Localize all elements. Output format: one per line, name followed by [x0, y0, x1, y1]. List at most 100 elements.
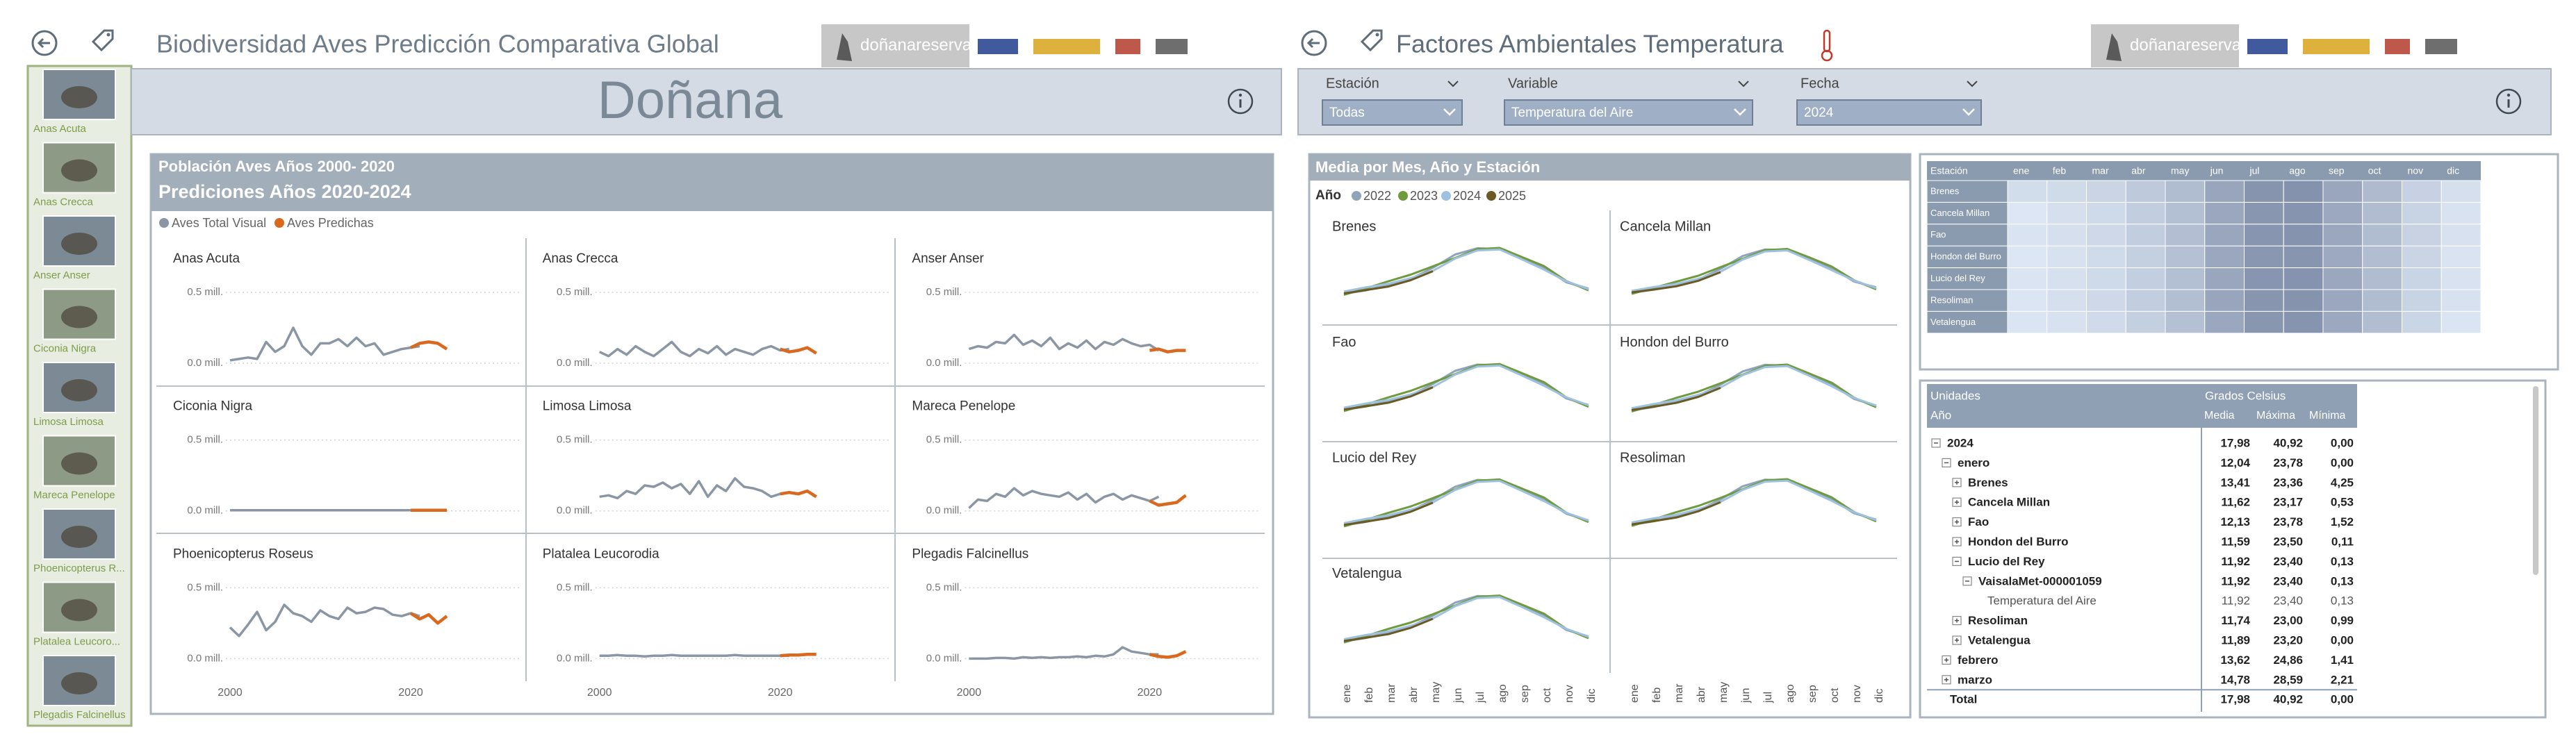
- partner-logo: [2385, 39, 2410, 54]
- x-tick-label: nov: [1564, 685, 1575, 703]
- brand-text: doñanareservas: [2130, 35, 2249, 54]
- heatmap-cell: [2322, 245, 2363, 269]
- temperature-line: [1631, 271, 1721, 294]
- matrix-cell: 11,92: [2221, 574, 2250, 588]
- heatmap-cell: [2440, 310, 2481, 334]
- small-multiple-title: Limosa Limosa: [543, 399, 632, 414]
- legend-label: 2022: [1363, 189, 1391, 203]
- scrollbar[interactable]: [2533, 386, 2538, 575]
- y-tick-label: 0.0 mill.: [926, 357, 962, 369]
- matrix-row-name: 2024: [1947, 436, 1974, 449]
- heatmap-cell: [2204, 289, 2245, 312]
- matrix-cell: 23,40: [2273, 555, 2303, 568]
- filter-label: Fecha: [1800, 76, 1839, 91]
- brand-lynx: [2106, 33, 2122, 61]
- heatmap-cell: [2244, 201, 2284, 225]
- matrix-cell: 11,92: [2222, 594, 2250, 608]
- matrix-cell: 40,92: [2273, 436, 2303, 449]
- birds-subtitle: Prediciones Años 2020-2024: [158, 181, 411, 202]
- back-button[interactable]: [1301, 30, 1327, 56]
- heatmap-cell: [2322, 201, 2363, 225]
- heatmap-cell: [2165, 201, 2206, 225]
- small-multiple-title: Fao: [1332, 335, 1356, 350]
- heatmap-column: ene: [2013, 165, 2030, 176]
- heatmap-column: dic: [2447, 165, 2459, 176]
- matrix-cell: 28,59: [2273, 673, 2303, 686]
- temperature-line: [1343, 248, 1589, 293]
- matrix-cell: 23,50: [2273, 535, 2303, 548]
- x-tick-label: jun: [1740, 688, 1752, 703]
- matrix-column: Mínima: [2309, 410, 2346, 422]
- heatmap-row-header: [1926, 310, 2008, 334]
- temperature-line: [1631, 478, 1877, 526]
- dashboard-title: Biodiversidad Aves Predicción Comparativ…: [156, 30, 719, 58]
- heatmap-cell: [2125, 267, 2166, 290]
- heatmap-cell: [2086, 224, 2126, 247]
- matrix-row-name: marzo: [1958, 673, 1992, 686]
- filter-dropdown[interactable]: [1322, 99, 1463, 126]
- back-button[interactable]: [31, 30, 58, 56]
- heatmap-cell: [2402, 289, 2442, 312]
- temperature-line: [1343, 596, 1589, 640]
- temperature-line: [1343, 617, 1434, 642]
- x-tick-label: jun: [1452, 688, 1464, 703]
- observed-line: [598, 340, 789, 358]
- heatmap-cell: [2125, 224, 2166, 247]
- filter-dropdown[interactable]: [1504, 99, 1753, 126]
- heatmap-header: [1927, 161, 2481, 181]
- matrix-cell: 23,40: [2273, 574, 2303, 588]
- matrix-cell: 13,41: [2220, 476, 2250, 489]
- heatmap-cell: [2402, 201, 2442, 225]
- species-photo-bird: [61, 306, 97, 328]
- heatmap-cell: [2125, 201, 2166, 225]
- y-tick-label: 0.5 mill.: [557, 581, 593, 593]
- y-tick-label: 0.0 mill.: [557, 505, 593, 517]
- matrix-panel: [1919, 379, 2547, 719]
- predicted-line: [1149, 650, 1187, 659]
- x-tick-label: mar: [1673, 683, 1685, 703]
- back-arrow: [37, 38, 50, 49]
- x-tick-label: jul: [1475, 692, 1486, 703]
- heatmap-cell: [2283, 289, 2324, 312]
- heatmap-column: mar: [2092, 165, 2109, 176]
- observed-line: [229, 326, 420, 362]
- temperature-line: [1631, 249, 1877, 292]
- temperature-line: [1631, 387, 1721, 411]
- filter-chevron: [1738, 81, 1749, 88]
- small-multiple-title: Plegadis Falcinellus: [912, 547, 1028, 561]
- matrix-cell: 2,21: [2331, 673, 2354, 686]
- filter-dropdown[interactable]: [1796, 99, 1982, 126]
- heatmap-cell: [2046, 180, 2087, 203]
- y-tick-label: 0.5 mill.: [926, 581, 962, 593]
- temperature-line: [1343, 247, 1589, 295]
- small-multiple-title: Hondon del Burro: [1620, 335, 1729, 350]
- heatmap-cell: [2046, 224, 2087, 247]
- matrix-cell: 4,25: [2331, 476, 2354, 489]
- predicted-line: [1149, 494, 1187, 507]
- matrix-row-name: Brenes: [1968, 476, 2008, 489]
- small-multiple-title: Ciconia Nigra: [173, 399, 252, 414]
- heatmap-cell: [2322, 224, 2363, 247]
- info-button[interactable]: [1227, 88, 1254, 115]
- observed-line: [599, 477, 789, 500]
- partner-logo: [2247, 39, 2288, 54]
- heatmap-cell: [2283, 310, 2324, 334]
- small-multiple-title: Platalea Leucorodia: [543, 547, 659, 561]
- tag-icon[interactable]: [91, 29, 114, 52]
- species-name: Anser Anser: [33, 269, 90, 281]
- heatmap-cell: [2244, 224, 2284, 247]
- temperature-line: [1343, 363, 1589, 411]
- heatmap-cell: [2204, 201, 2245, 225]
- filter-label: Estación: [1326, 76, 1379, 91]
- brand-lynx: [837, 33, 852, 61]
- legend-label: Aves Total Visual: [172, 216, 266, 230]
- tag-icon[interactable]: [1360, 29, 1383, 52]
- x-tick-label: may: [1718, 682, 1730, 703]
- matrix-cell: 13,62: [2220, 653, 2250, 667]
- matrix-header: [1927, 384, 2357, 428]
- partner-logo: [2425, 39, 2457, 54]
- info-button[interactable]: [2495, 88, 2522, 115]
